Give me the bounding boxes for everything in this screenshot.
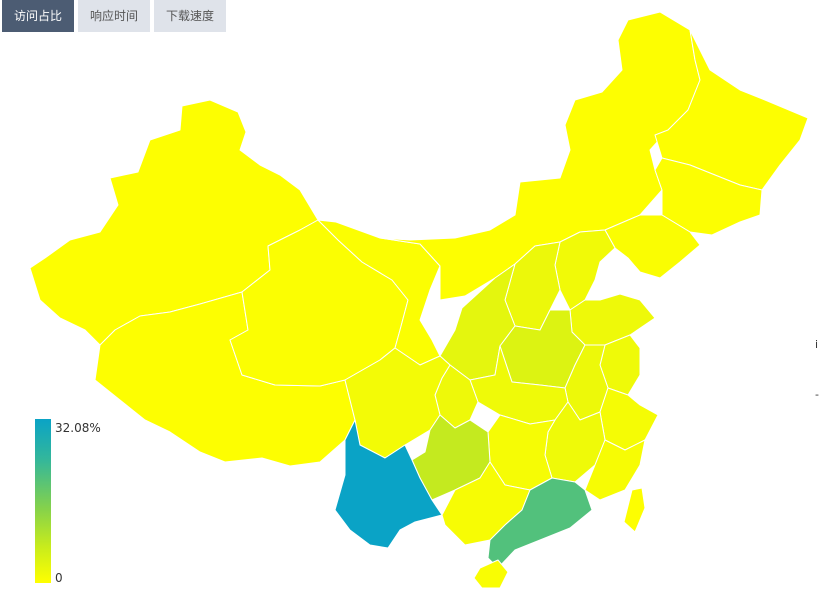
region-yunnan[interactable] [334, 419, 443, 549]
region-taiwan[interactable] [623, 487, 646, 533]
legend-gradient-bar[interactable] [35, 419, 51, 583]
edge-label-top: i [815, 338, 819, 351]
region-shandong[interactable] [569, 293, 656, 346]
region-liaoning[interactable] [604, 214, 701, 279]
edge-label-bottom: - [815, 388, 819, 401]
tab-bar: 访问占比 响应时间 下载速度 [2, 0, 227, 32]
legend-min-label: 0 [55, 571, 63, 585]
visual-map-legend: 32.08% 0 [35, 419, 101, 585]
region-zhejiang[interactable] [599, 387, 659, 451]
tab-download-speed[interactable]: 下载速度 [154, 0, 227, 32]
region-hubei[interactable] [469, 345, 569, 425]
tab-visit-ratio[interactable]: 访问占比 [2, 0, 75, 32]
region-guangdong[interactable] [487, 477, 593, 569]
region-hainan[interactable] [473, 559, 509, 589]
region-fujian[interactable] [584, 439, 646, 501]
legend-max-label: 32.08% [55, 421, 101, 435]
region-jilin[interactable] [654, 157, 763, 236]
tab-response-time[interactable]: 响应时间 [78, 0, 151, 32]
